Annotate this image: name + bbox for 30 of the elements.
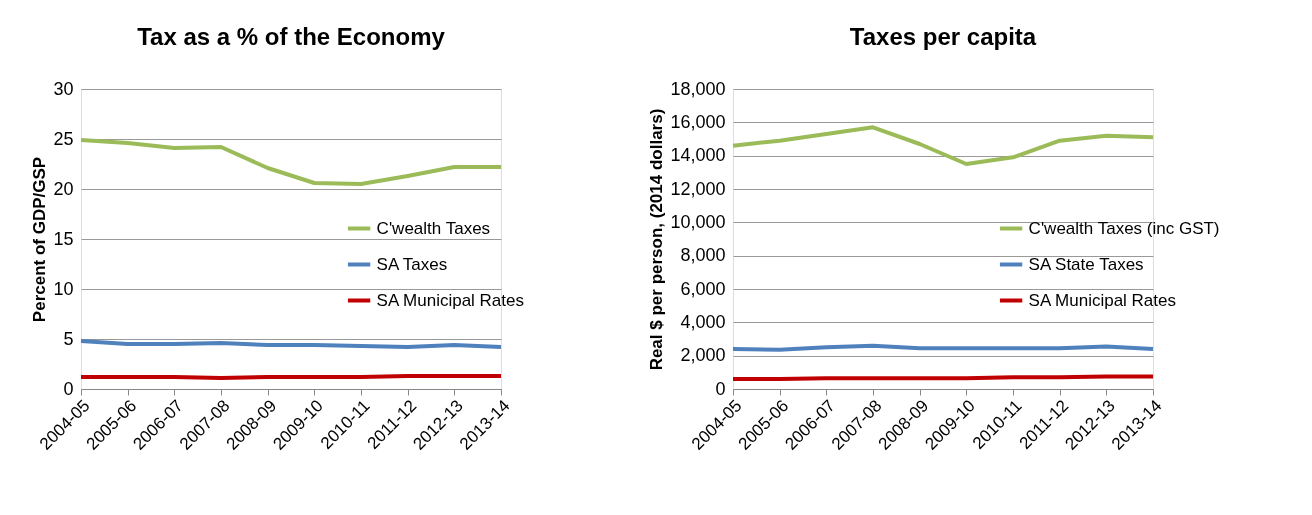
- y-tick-label: 10: [53, 278, 74, 299]
- y-tick-label: 4,000: [680, 311, 726, 332]
- legend-label: SA Taxes: [376, 254, 448, 274]
- y-axis-title: Percent of GDP/GSP: [30, 156, 50, 323]
- line-series: [731, 125, 1155, 166]
- y-tick-label: 0: [715, 378, 726, 399]
- legend-label: C'wealth Taxes (inc GST): [1028, 218, 1220, 238]
- chart-title: Taxes per capita: [849, 23, 1037, 50]
- y-tick-label: 10,000: [670, 211, 726, 232]
- y-tick-label: 5: [63, 328, 74, 349]
- y-tick-label: 25: [53, 128, 74, 149]
- legend-label: C'wealth Taxes: [376, 218, 491, 238]
- y-tick-label: 20: [53, 178, 74, 199]
- y-tick-label: 30: [53, 78, 74, 99]
- line-series: [79, 138, 503, 186]
- line-series: [79, 339, 503, 349]
- y-tick-label: 12,000: [670, 178, 726, 199]
- legend-label: SA State Taxes: [1028, 254, 1144, 274]
- y-tick-label: 0: [63, 378, 74, 399]
- y-tick-label: 2,000: [680, 345, 726, 366]
- legend-label: SA Municipal Rates: [1028, 290, 1177, 310]
- y-tick-label: 18,000: [670, 78, 726, 99]
- legend-label: SA Municipal Rates: [376, 290, 525, 310]
- y-axis-title: Real $ per person, (2014 dollars): [647, 108, 667, 371]
- y-tick-label: 8,000: [680, 245, 726, 266]
- chart-title: Tax as a % of the Economy: [137, 23, 446, 50]
- y-tick-label: 14,000: [670, 145, 726, 166]
- y-tick-label: 6,000: [680, 278, 726, 299]
- y-tick-label: 16,000: [670, 111, 726, 132]
- y-tick-label: 15: [53, 228, 74, 249]
